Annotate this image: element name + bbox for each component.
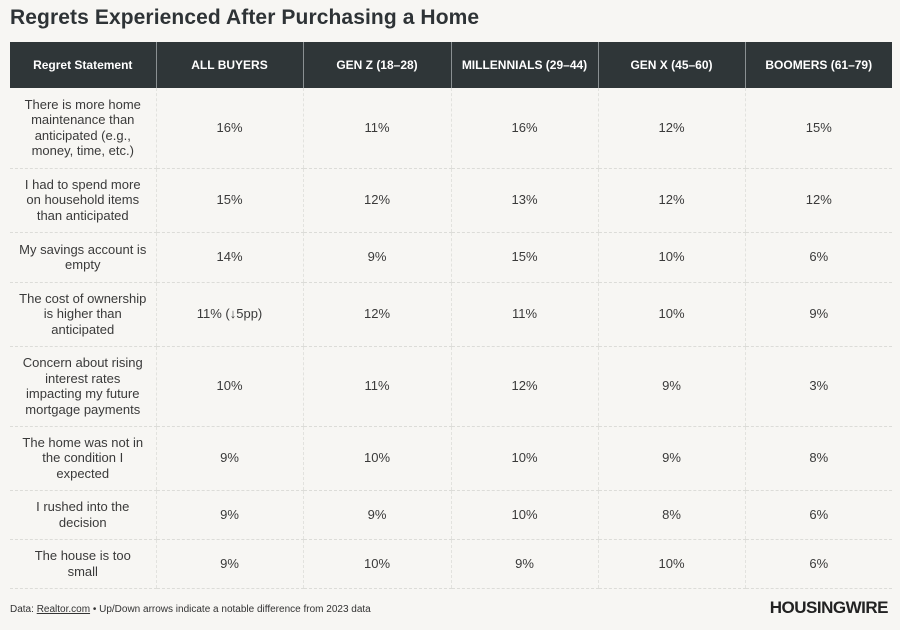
value-cell: 10% (597, 282, 745, 347)
value-cell: 9% (155, 539, 303, 589)
value-cell: 12% (302, 282, 451, 347)
regrets-table: Regret Statement ALL BUYERS GEN Z (18–28… (10, 42, 892, 589)
source-link[interactable]: Realtor.com (36, 604, 91, 615)
value-cell: 12% (302, 168, 451, 233)
regret-statement: The cost of ownership is higher than ant… (10, 282, 156, 347)
column-header-millennials: MILLENNIALS (29–44) (450, 42, 598, 88)
value-cell: 12% (597, 168, 745, 233)
regret-statement: There is more home maintenance than anti… (10, 88, 156, 169)
value-cell: 15% (155, 168, 303, 233)
value-cell: 10% (302, 426, 451, 491)
value-cell: 10% (155, 346, 303, 427)
value-cell: 9% (597, 346, 745, 427)
value-cell: 6% (744, 539, 892, 589)
value-cell: 10% (450, 490, 598, 540)
value-cell: 12% (450, 346, 598, 427)
footer-arrow-note: • Up/Down arrows indicate a notable diff… (90, 604, 371, 615)
regret-statement: Concern about rising interest rates impa… (10, 346, 156, 427)
value-cell: 12% (597, 88, 745, 169)
footer-prefix: Data: (10, 604, 37, 615)
table-row: I had to spend more on household items t… (10, 168, 892, 233)
value-cell: 11% (302, 346, 451, 427)
value-cell: 12% (744, 168, 892, 233)
column-header-gen-x: GEN X (45–60) (597, 42, 745, 88)
table-row: My savings account is empty 14% 9% 15% 1… (10, 232, 892, 283)
table-row: Concern about rising interest rates impa… (10, 346, 892, 427)
value-cell: 16% (450, 88, 598, 169)
column-header-gen-z: GEN Z (18–28) (302, 42, 451, 88)
value-cell: 10% (597, 232, 745, 283)
value-cell: 11% (302, 88, 451, 169)
table-row: There is more home maintenance than anti… (10, 88, 892, 169)
value-cell: 10% (302, 539, 451, 589)
regret-statement: The house is too small (10, 539, 156, 589)
value-cell: 9% (597, 426, 745, 491)
regret-statement: The home was not in the condition I expe… (10, 426, 156, 491)
header-row: Regret Statement ALL BUYERS GEN Z (18–28… (10, 42, 892, 88)
value-cell: 6% (744, 490, 892, 540)
regret-statement: I rushed into the decision (10, 490, 156, 540)
value-cell: 15% (450, 232, 598, 283)
value-cell: 9% (155, 490, 303, 540)
value-cell: 8% (597, 490, 745, 540)
value-cell: 16% (155, 88, 303, 169)
footer-note: Data: Realtor.com • Up/Down arrows indic… (10, 604, 371, 615)
chart-title: Regrets Experienced After Purchasing a H… (10, 6, 480, 29)
table-row: The cost of ownership is higher than ant… (10, 282, 892, 347)
column-header-all-buyers: ALL BUYERS (155, 42, 303, 88)
value-cell: 10% (597, 539, 745, 589)
value-cell-with-change: 11% (↓5pp) (155, 282, 303, 347)
value-cell: 9% (155, 426, 303, 491)
value-cell: 13% (450, 168, 598, 233)
value-cell: 9% (744, 282, 892, 347)
value-cell: 9% (450, 539, 598, 589)
value-cell: 8% (744, 426, 892, 491)
table-row: The home was not in the condition I expe… (10, 426, 892, 491)
value-cell: 6% (744, 232, 892, 283)
table-row: The house is too small 9% 10% 9% 10% 6% (10, 539, 892, 589)
value-cell: 10% (450, 426, 598, 491)
value-cell: 14% (155, 232, 303, 283)
regret-statement: My savings account is empty (10, 232, 156, 283)
regret-statement: I had to spend more on household items t… (10, 168, 156, 233)
value-cell: 3% (744, 346, 892, 427)
value-cell: 15% (744, 88, 892, 169)
value-cell: 9% (302, 490, 451, 540)
housingwire-logo: HOUSINGWIRE (769, 598, 889, 617)
value-cell: 11% (450, 282, 598, 347)
column-header-boomers: BOOMERS (61–79) (744, 42, 892, 88)
value-cell: 9% (302, 232, 451, 283)
table-row: I rushed into the decision 9% 9% 10% 8% … (10, 490, 892, 540)
column-header-statement: Regret Statement (10, 42, 156, 88)
